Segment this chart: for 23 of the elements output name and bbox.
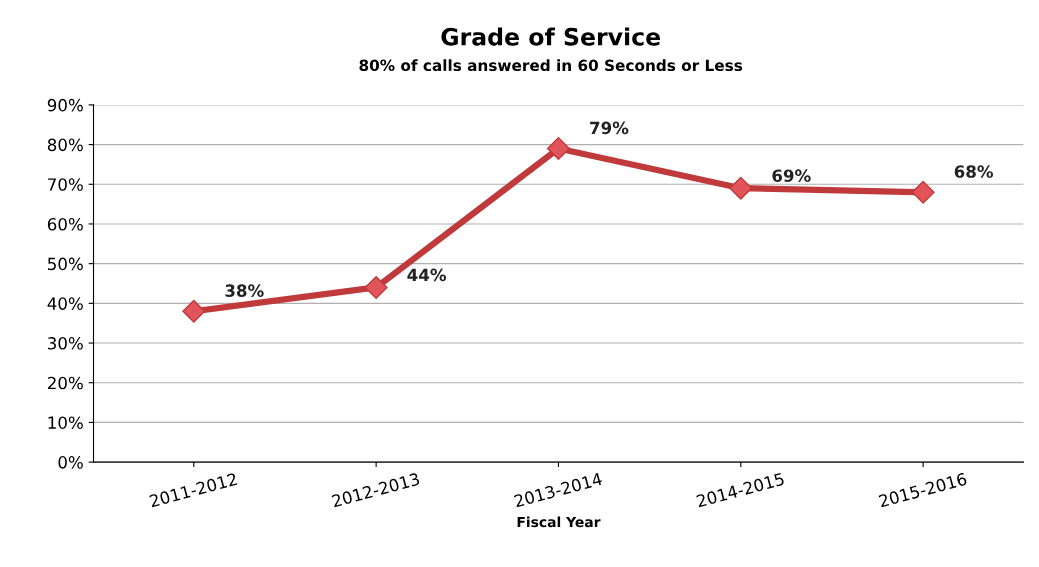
- chart-title: Grade of Service: [441, 27, 661, 46]
- data-label: 69%: [772, 169, 811, 182]
- point: [546, 137, 570, 161]
- point: [364, 275, 388, 299]
- x-axis-title: Fiscal Year: [517, 516, 601, 528]
- y-tick-label: 30%: [48, 337, 83, 350]
- y-tick-label: 40%: [47, 297, 83, 310]
- y-tick-label: 60%: [47, 217, 83, 231]
- y-tick-label: 90%: [47, 98, 83, 112]
- data-label: 68%: [954, 165, 994, 178]
- data-label: 38%: [225, 284, 264, 297]
- y-tick-label: 70%: [48, 178, 83, 191]
- y-tick-label: 10%: [48, 416, 83, 429]
- point: [729, 176, 753, 200]
- y-tick-label: 80%: [47, 138, 83, 152]
- y-tick-label: 0%: [58, 456, 83, 469]
- y-tick-label: 20%: [47, 376, 83, 390]
- point: [911, 180, 935, 204]
- data-label: 44%: [407, 268, 447, 282]
- point: [182, 299, 206, 323]
- y-tick-label: 50%: [48, 257, 83, 271]
- data-label: 79%: [590, 121, 629, 135]
- chart-subtitle: 80% of calls answered in 60 Seconds or Less: [359, 59, 743, 72]
